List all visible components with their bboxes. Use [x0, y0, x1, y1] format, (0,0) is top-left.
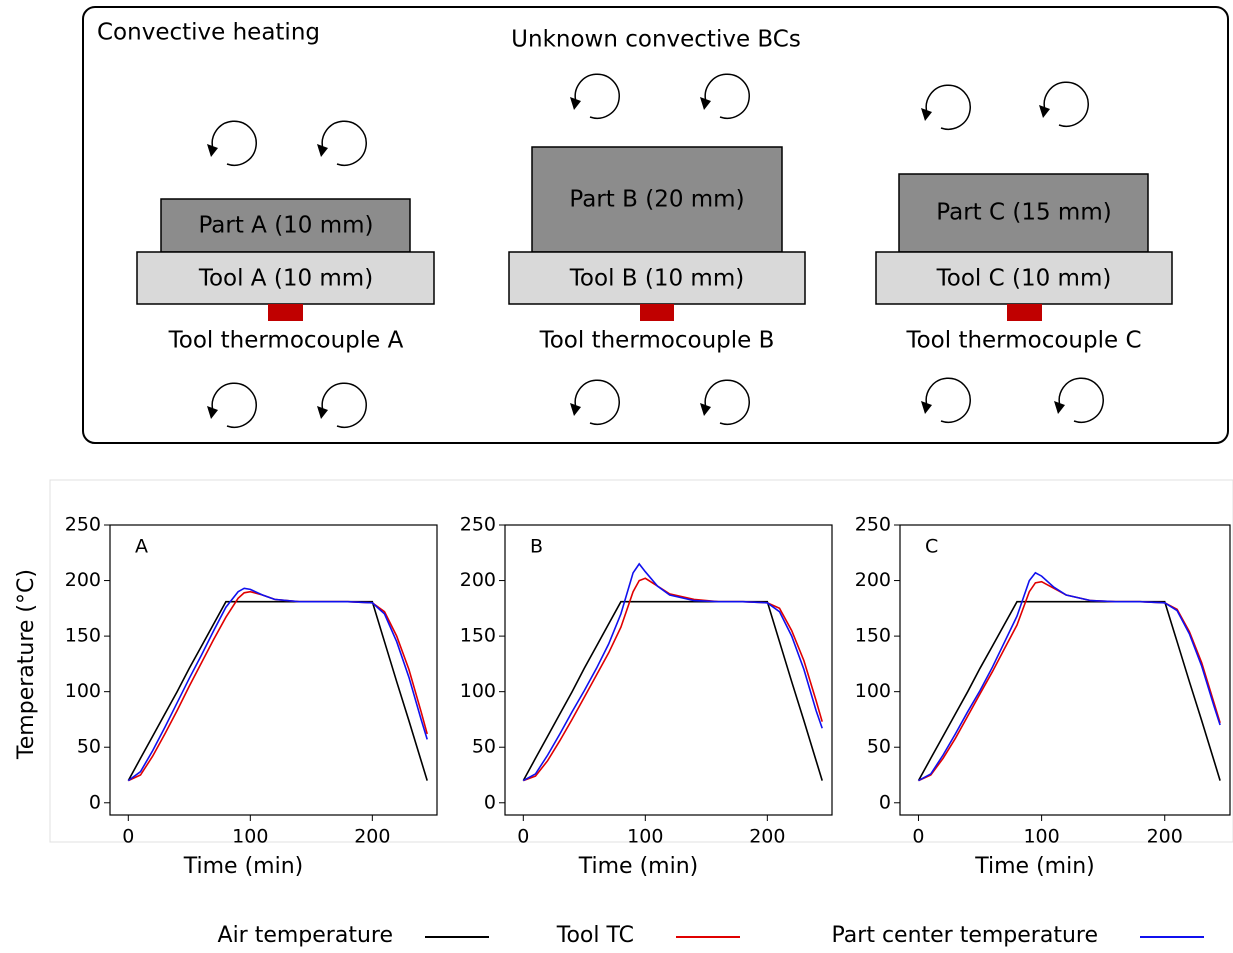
- part-block: [160, 198, 411, 253]
- series-line: [127, 600, 428, 781]
- thermocouple: [1007, 304, 1042, 321]
- x-tick-label: 0: [912, 826, 924, 848]
- tool-label: Tool A (10 mm): [198, 266, 373, 292]
- part-block: [898, 173, 1149, 253]
- x-axis-label: Time (min): [974, 854, 1095, 879]
- thermocouple-label: Tool thermocouple A: [168, 328, 404, 354]
- series-line: [127, 587, 428, 782]
- y-tick-label: 50: [867, 736, 891, 758]
- setup-b: Part B (20 mm) Tool B (10 mm) Tool therm…: [508, 146, 806, 354]
- plot-frame: [109, 524, 438, 816]
- thermocouple: [268, 304, 303, 321]
- y-tick-label: 250: [65, 514, 101, 536]
- part-label: Part A (10 mm): [198, 213, 373, 239]
- thermocouple: [640, 304, 674, 321]
- panel-label: A: [135, 536, 148, 558]
- diagram-title: Convective heating: [97, 20, 320, 46]
- y-tick-label: 200: [855, 569, 891, 591]
- charts-frame: [49, 479, 1233, 843]
- y-tick-label: 200: [65, 569, 101, 591]
- y-tick-label: 0: [484, 791, 496, 813]
- y-tick-label: 0: [89, 791, 101, 813]
- y-tick-label: 250: [855, 514, 891, 536]
- plot-frame: [899, 524, 1231, 816]
- y-tick-label: 0: [879, 791, 891, 813]
- x-axis-label: Time (min): [183, 854, 304, 879]
- y-tick-label: 150: [65, 625, 101, 647]
- x-tick-label: 100: [232, 826, 268, 848]
- series-line: [917, 600, 1221, 781]
- y-tick-label: 50: [472, 736, 496, 758]
- x-axis-label: Time (min): [578, 854, 699, 879]
- part-label: Part C (15 mm): [936, 200, 1111, 226]
- panel-label: B: [530, 536, 543, 558]
- setup-c: Part C (15 mm) Tool C (10 mm) Tool therm…: [875, 173, 1173, 354]
- y-tick-label: 250: [460, 514, 496, 536]
- legend-label: Tool TC: [556, 923, 634, 948]
- x-tick-label: 0: [122, 826, 134, 848]
- y-tick-label: 150: [855, 625, 891, 647]
- x-tick-label: 100: [1023, 826, 1059, 848]
- x-tick-label: 200: [1147, 826, 1183, 848]
- thermocouple-label: Tool thermocouple B: [539, 328, 775, 354]
- x-tick-label: 0: [517, 826, 529, 848]
- y-axis-label: Temperature (°C): [14, 569, 39, 760]
- x-tick-label: 100: [627, 826, 663, 848]
- setup-a: Part A (10 mm) Tool A (10 mm) Tool therm…: [136, 198, 435, 354]
- tool-block: [136, 251, 435, 305]
- part-block: [531, 146, 783, 253]
- y-tick-label: 100: [460, 680, 496, 702]
- tool-label: Tool C (10 mm): [936, 266, 1112, 292]
- y-tick-label: 100: [65, 680, 101, 702]
- x-tick-label: 200: [354, 826, 390, 848]
- y-tick-label: 50: [77, 736, 101, 758]
- series-line: [523, 577, 823, 782]
- y-tick-label: 100: [855, 680, 891, 702]
- diagram-subtitle: Unknown convective BCs: [511, 27, 801, 53]
- series-line: [918, 571, 1221, 782]
- panel-label: C: [925, 536, 938, 558]
- series-line: [522, 600, 823, 781]
- legend-label: Air temperature: [218, 923, 393, 948]
- part-label: Part B (20 mm): [569, 187, 744, 213]
- series-line: [522, 562, 823, 782]
- series-line: [127, 590, 428, 782]
- y-tick-label: 150: [460, 625, 496, 647]
- thermocouple-label: Tool thermocouple C: [905, 328, 1141, 354]
- x-tick-label: 200: [749, 826, 785, 848]
- tool-block: [875, 251, 1173, 305]
- plot-frame: [504, 524, 833, 816]
- y-tick-label: 200: [460, 569, 496, 591]
- tool-label: Tool B (10 mm): [569, 266, 744, 292]
- legend-label: Part center temperature: [832, 923, 1098, 948]
